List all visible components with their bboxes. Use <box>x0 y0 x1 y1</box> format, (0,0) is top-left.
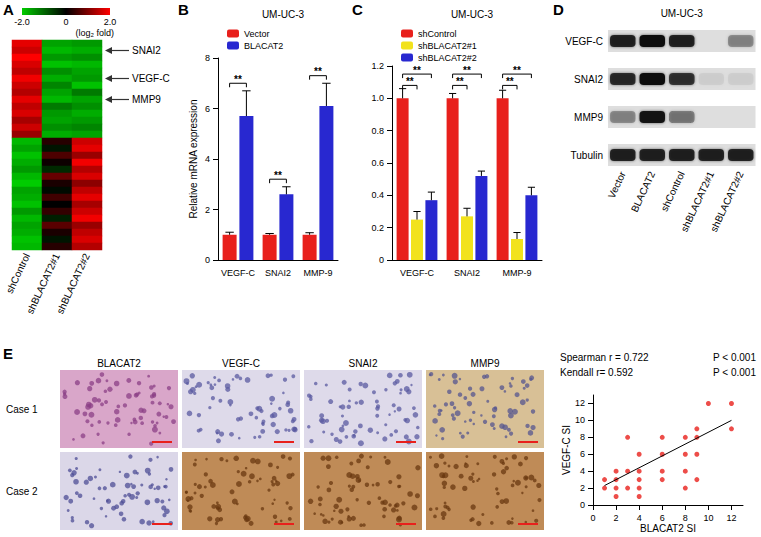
svg-text:SNAI2: SNAI2 <box>132 45 161 56</box>
svg-text:VEGF-C: VEGF-C <box>565 36 603 47</box>
svg-text:12: 12 <box>575 398 585 408</box>
svg-text:8: 8 <box>683 513 688 523</box>
svg-text:0.2: 0.2 <box>371 223 384 233</box>
svg-text:E: E <box>3 345 13 362</box>
svg-text:VEGF-C: VEGF-C <box>221 268 256 278</box>
svg-text:0: 0 <box>379 255 384 265</box>
svg-text:**: ** <box>456 76 464 87</box>
svg-text:2: 2 <box>205 205 210 215</box>
svg-text:shBLACAT2#1: shBLACAT2#1 <box>678 169 717 234</box>
svg-text:P < 0.001: P < 0.001 <box>713 367 756 378</box>
svg-text:P < 0.001: P < 0.001 <box>713 352 756 363</box>
svg-text:6: 6 <box>660 513 665 523</box>
svg-text:shControl: shControl <box>418 29 457 39</box>
svg-text:BLACAT2: BLACAT2 <box>629 169 658 214</box>
svg-text:Vector: Vector <box>244 29 270 39</box>
svg-text:shControl: shControl <box>4 252 32 295</box>
svg-text:VEGF-C: VEGF-C <box>132 73 170 84</box>
svg-text:**: ** <box>274 170 282 181</box>
svg-text:MMP-9: MMP-9 <box>304 268 333 278</box>
svg-text:0: 0 <box>63 17 68 27</box>
svg-text:Tubulin: Tubulin <box>571 150 603 161</box>
svg-text:2: 2 <box>614 513 619 523</box>
svg-text:Relative mRNA expression: Relative mRNA expression <box>188 100 199 219</box>
svg-text:8: 8 <box>205 53 210 63</box>
svg-text:shBLACAT2#1: shBLACAT2#1 <box>418 41 477 51</box>
svg-text:UM-UC-3: UM-UC-3 <box>661 8 704 19</box>
svg-text:4: 4 <box>580 466 585 476</box>
svg-text:shBLACAT2#1: shBLACAT2#1 <box>24 251 62 316</box>
svg-text:**: ** <box>513 65 521 76</box>
svg-text:10: 10 <box>703 513 713 523</box>
svg-text:**: ** <box>413 65 421 76</box>
svg-text:D: D <box>553 1 564 18</box>
svg-text:shBLACAT2#2: shBLACAT2#2 <box>418 53 477 63</box>
svg-text:0.8: 0.8 <box>371 126 384 136</box>
svg-text:6: 6 <box>205 104 210 114</box>
svg-text:BLACAT2 SI: BLACAT2 SI <box>640 523 696 534</box>
svg-text:1.0: 1.0 <box>371 93 384 103</box>
svg-text:MMP9: MMP9 <box>132 94 161 105</box>
svg-text:A: A <box>3 1 14 18</box>
svg-text:Case 2: Case 2 <box>6 486 38 497</box>
svg-text:Case 1: Case 1 <box>6 404 38 415</box>
svg-text:Vector: Vector <box>606 169 628 200</box>
svg-text:BLACAT2: BLACAT2 <box>244 41 283 51</box>
svg-text:BLACAT2: BLACAT2 <box>97 358 141 369</box>
svg-text:**: ** <box>463 65 471 76</box>
svg-text:8: 8 <box>580 432 585 442</box>
svg-text:0: 0 <box>580 500 585 510</box>
svg-text:4: 4 <box>637 513 642 523</box>
svg-text:C: C <box>352 1 363 18</box>
svg-text:1.2: 1.2 <box>371 61 384 71</box>
svg-text:VEGF-C SI: VEGF-C SI <box>561 425 572 475</box>
svg-text:shBLACAT2#2: shBLACAT2#2 <box>54 251 92 315</box>
svg-text:0: 0 <box>205 255 210 265</box>
svg-text:Kendall r= 0.592: Kendall r= 0.592 <box>560 367 634 378</box>
svg-text:SNAI2: SNAI2 <box>574 74 603 85</box>
svg-text:MMP9: MMP9 <box>471 358 500 369</box>
svg-text:Spearman r = 0.722: Spearman r = 0.722 <box>560 352 649 363</box>
svg-text:VEGF-C: VEGF-C <box>400 268 435 278</box>
svg-text:MMP9: MMP9 <box>574 112 603 123</box>
svg-text:0.4: 0.4 <box>371 190 384 200</box>
svg-text:B: B <box>178 1 189 18</box>
svg-text:UM-UC-3: UM-UC-3 <box>262 9 305 20</box>
svg-text:10: 10 <box>575 415 585 425</box>
svg-text:SNAI2: SNAI2 <box>349 358 378 369</box>
svg-text:SNAI2: SNAI2 <box>454 268 480 278</box>
svg-text:SNAI2: SNAI2 <box>265 268 291 278</box>
svg-text:VEGF-C: VEGF-C <box>222 358 260 369</box>
svg-text:**: ** <box>314 66 322 77</box>
svg-text:(log₂ fold): (log₂ fold) <box>75 28 114 38</box>
svg-text:4: 4 <box>205 154 210 164</box>
svg-text:shControl: shControl <box>659 170 687 213</box>
svg-text:0: 0 <box>590 513 595 523</box>
svg-text:**: ** <box>406 76 414 87</box>
svg-text:12: 12 <box>726 513 736 523</box>
svg-text:6: 6 <box>580 449 585 459</box>
svg-text:2.0: 2.0 <box>104 17 117 27</box>
svg-text:shBLACAT2#2: shBLACAT2#2 <box>708 169 746 233</box>
svg-text:0.6: 0.6 <box>371 158 384 168</box>
svg-text:MMP-9: MMP-9 <box>503 268 532 278</box>
svg-text:2: 2 <box>580 483 585 493</box>
svg-text:**: ** <box>234 74 242 85</box>
svg-text:**: ** <box>506 76 514 87</box>
svg-text:UM-UC-3: UM-UC-3 <box>451 9 494 20</box>
svg-text:-2.0: -2.0 <box>14 17 30 27</box>
